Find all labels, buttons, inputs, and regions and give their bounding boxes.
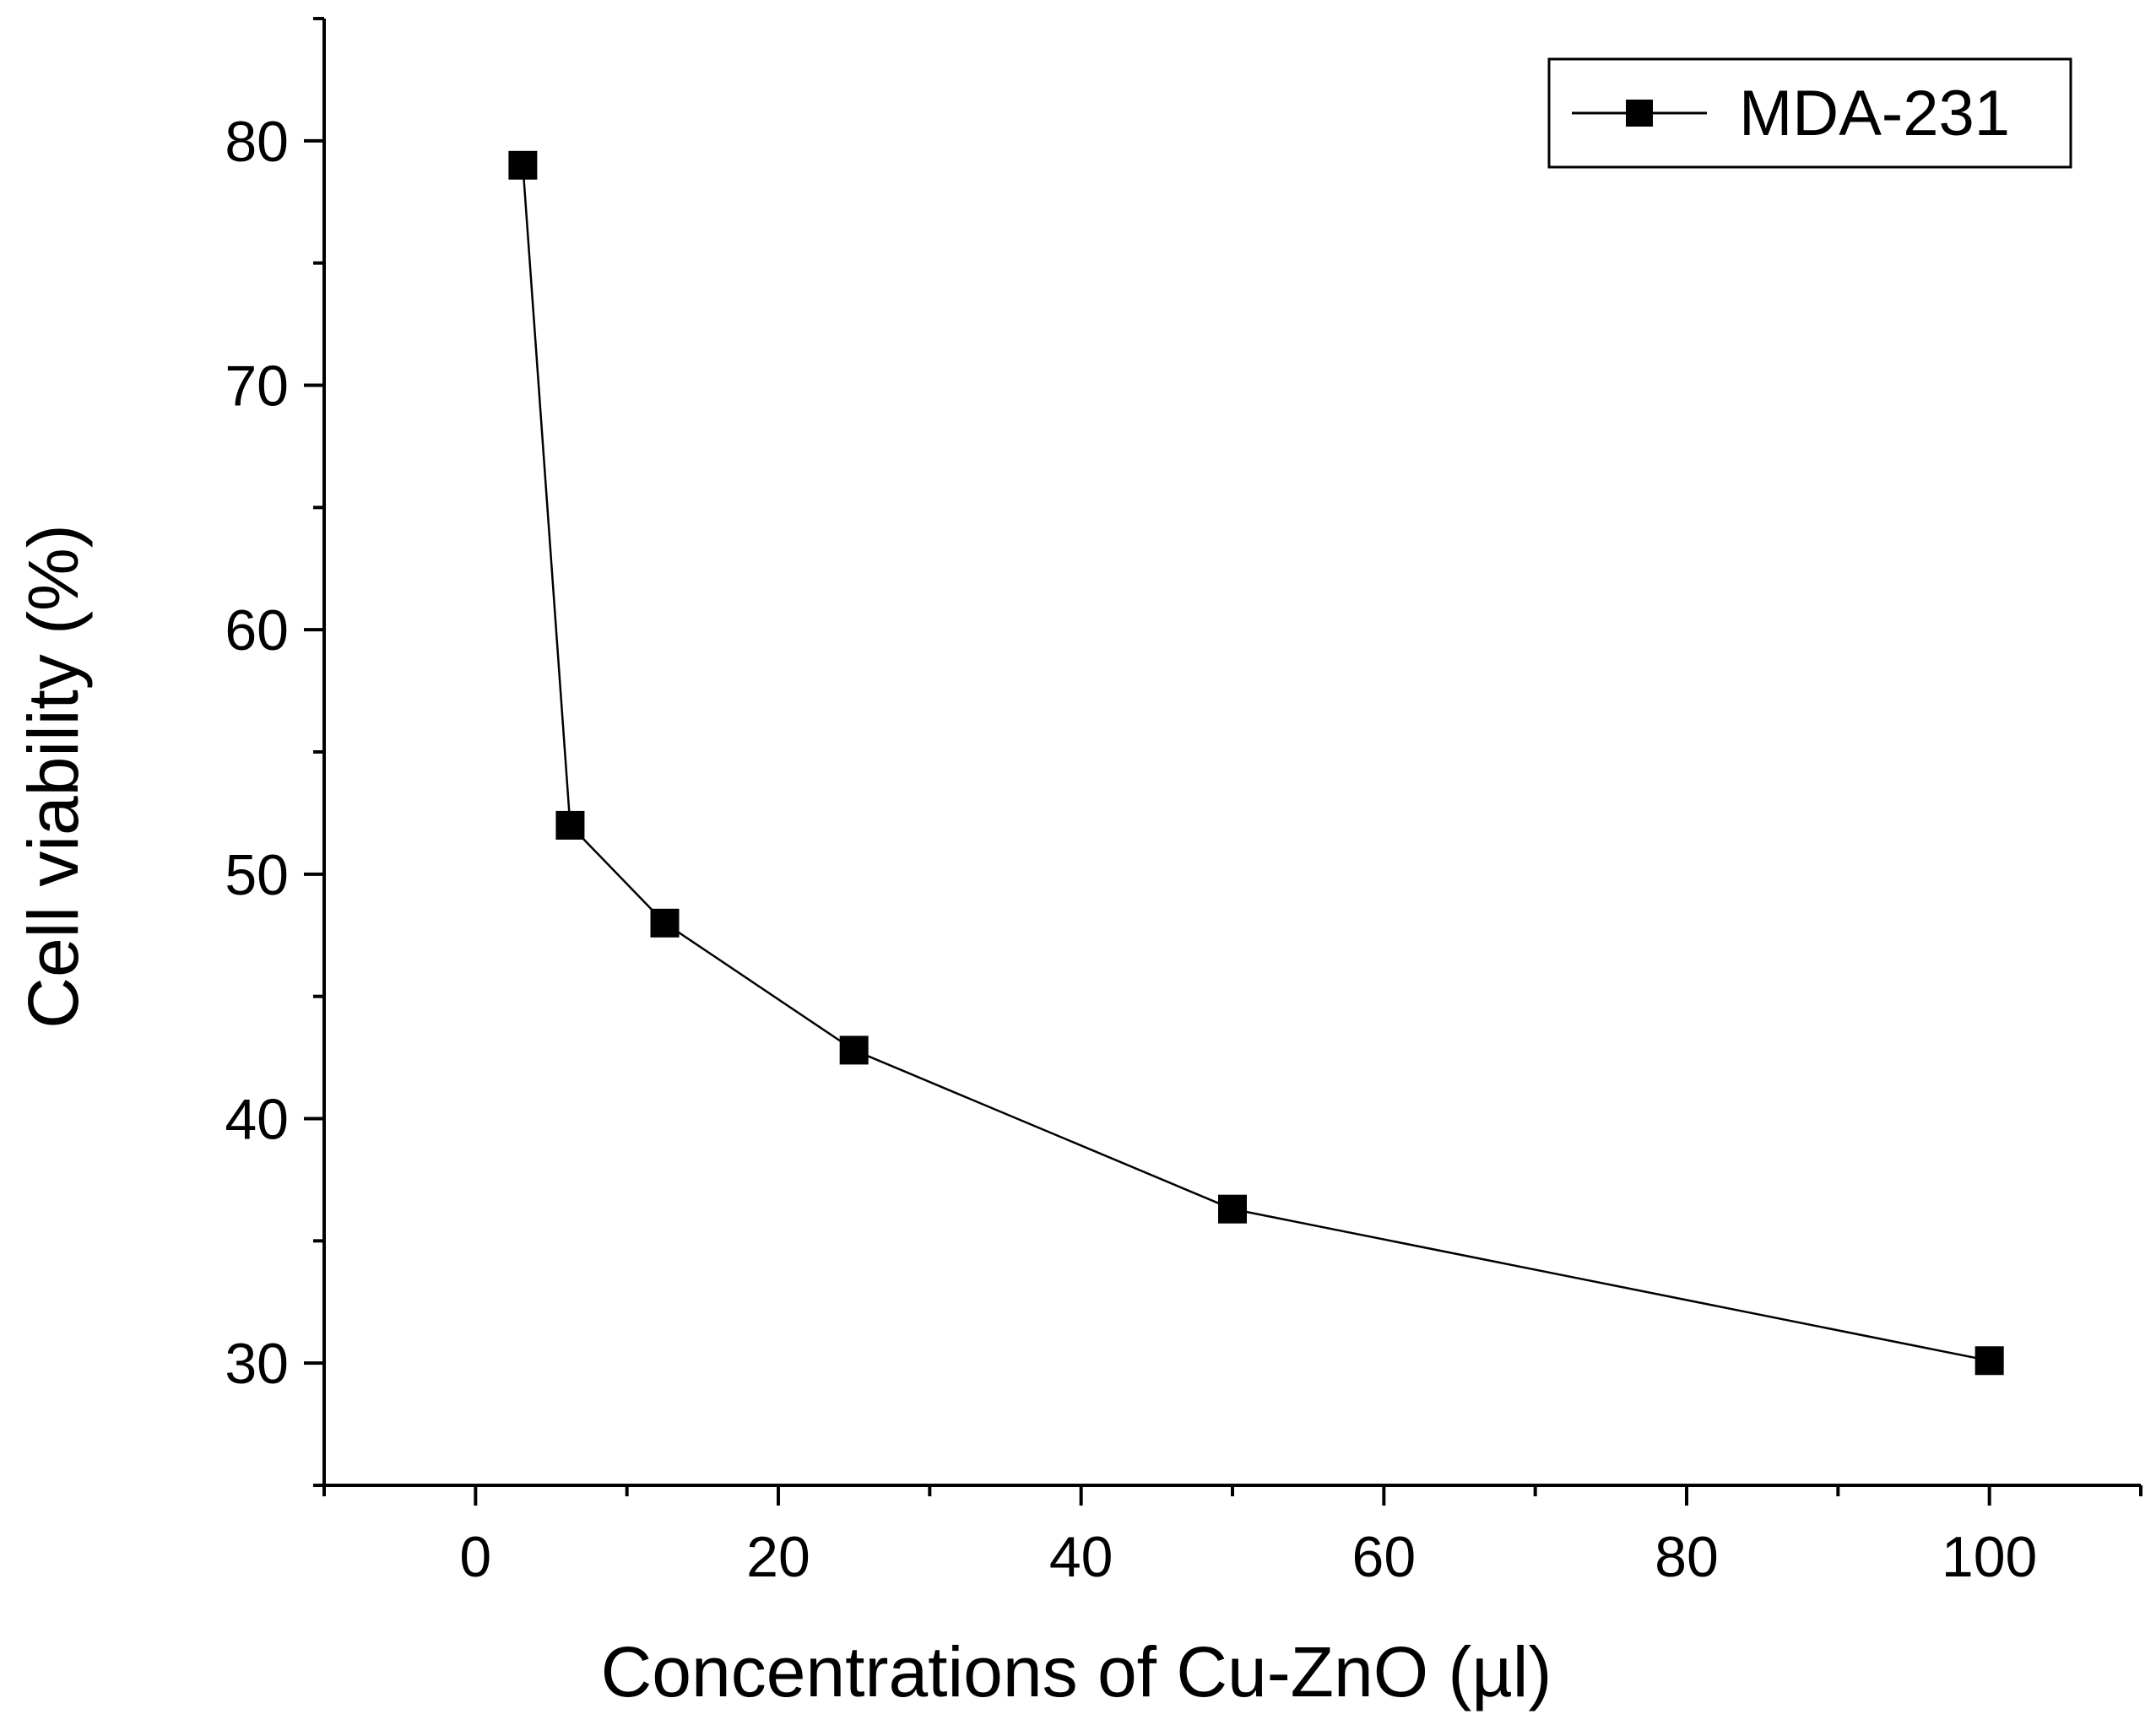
y-ticks: 30 40 50 60 70 80 xyxy=(225,17,324,1487)
y-tick-label: 70 xyxy=(225,354,289,419)
y-tick-label: 30 xyxy=(225,1332,289,1396)
data-point xyxy=(650,908,680,938)
x-axis-title: Concentrations of Cu-ZnO (µl) xyxy=(601,1632,1552,1711)
legend-marker-sample xyxy=(1626,100,1653,127)
data-point xyxy=(555,810,585,840)
x-tick-label: 0 xyxy=(459,1525,491,1589)
data-point xyxy=(1975,1346,2004,1376)
y-tick-label: 50 xyxy=(225,843,289,907)
y-tick-label: 40 xyxy=(225,1088,289,1152)
data-point xyxy=(1218,1194,1247,1224)
y-tick-label: 60 xyxy=(225,598,289,662)
x-tick-label: 80 xyxy=(1655,1525,1719,1589)
x-tick-label: 60 xyxy=(1352,1525,1417,1589)
x-ticks: 0 20 40 60 80 100 xyxy=(322,1485,2142,1589)
series-layer xyxy=(508,150,2004,1376)
x-tick-label: 40 xyxy=(1049,1525,1113,1589)
legend: MDA-231 xyxy=(1547,57,2072,169)
series-line-mda-231 xyxy=(522,165,1990,1362)
y-tick-label: 80 xyxy=(225,110,289,174)
x-tick-label: 100 xyxy=(1942,1525,2037,1589)
y-axis-title: Cell viability (%) xyxy=(14,524,93,1028)
data-point xyxy=(508,150,538,180)
legend-label-mda-231: MDA-231 xyxy=(1739,78,2010,149)
x-tick-label: 20 xyxy=(746,1525,810,1589)
data-point xyxy=(839,1036,869,1065)
axes: 30 40 50 60 70 80 0 20 40 60 80 100 xyxy=(225,17,2142,1589)
